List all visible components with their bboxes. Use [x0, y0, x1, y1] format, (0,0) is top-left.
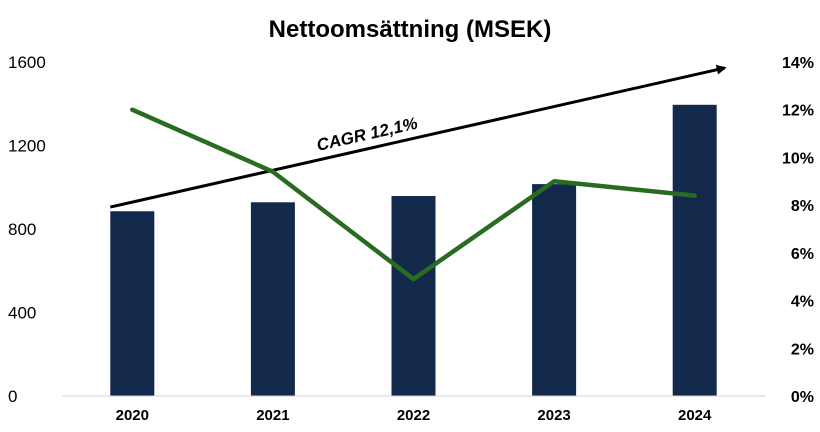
right-tick-label: 6%: [791, 246, 814, 263]
bar-2024: [672, 104, 717, 396]
growth-rate-line: [130, 107, 697, 282]
right-axis-ticks: 0% 2% 4% 6% 8% 10% 12% 14%: [782, 55, 814, 406]
cagr-arrow: [109, 64, 727, 209]
left-tick-label: 0: [8, 387, 17, 406]
x-tick-label: 2024: [678, 407, 712, 424]
right-tick-label: 12%: [782, 103, 814, 120]
right-tick-label: 0%: [791, 389, 814, 406]
bar-2023: [532, 184, 577, 396]
x-tick-label: 2023: [537, 407, 570, 424]
left-tick-label: 400: [8, 304, 36, 323]
right-tick-label: 14%: [782, 55, 814, 72]
right-tick-label: 2%: [791, 341, 814, 358]
left-tick-label: 1200: [8, 137, 46, 156]
bar-2021: [250, 202, 295, 396]
right-tick-label: 10%: [782, 150, 814, 167]
chart-title: Nettoomsättning (MSEK): [269, 16, 552, 43]
left-tick-label: 1600: [8, 53, 46, 72]
bars-layer: [110, 104, 717, 396]
bar-2022: [391, 196, 436, 396]
right-tick-label: 8%: [791, 198, 814, 215]
x-tick-label: 2021: [256, 407, 289, 424]
x-tick-label: 2022: [397, 407, 430, 424]
left-axis-ticks: 0 400 800 1200 1600: [8, 53, 46, 406]
x-tick-label: 2020: [116, 407, 149, 424]
right-tick-label: 4%: [791, 294, 814, 311]
left-tick-label: 800: [8, 220, 36, 239]
x-axis-ticks: 2020 2021 2022 2023 2024: [116, 407, 712, 424]
bar-2020: [110, 211, 155, 396]
